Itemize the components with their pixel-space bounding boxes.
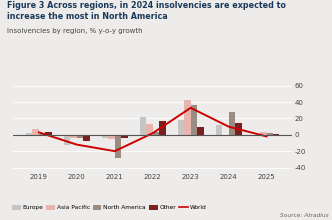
Bar (267, 133, 273, 135)
Bar (121, 135, 128, 138)
Bar (216, 125, 222, 135)
Bar (254, 135, 260, 136)
Bar (45, 132, 52, 135)
Bar (33, 129, 39, 135)
Legend: Europe, Asia Pacific, North America, Other, World: Europe, Asia Pacific, North America, Oth… (10, 203, 208, 213)
Bar (39, 134, 45, 135)
Text: increase the most in North America: increase the most in North America (7, 12, 167, 21)
Bar (140, 117, 146, 135)
Bar (159, 121, 166, 135)
Text: Figure 3 Across regions, in 2024 insolvencies are expected to: Figure 3 Across regions, in 2024 insolve… (7, 1, 286, 10)
Bar (64, 135, 70, 145)
Bar (26, 133, 33, 135)
Bar (191, 104, 197, 135)
Bar (102, 135, 108, 138)
Bar (260, 132, 267, 135)
Bar (108, 135, 115, 139)
Bar (197, 127, 204, 135)
Bar (115, 135, 121, 158)
Bar (222, 135, 229, 136)
Bar (273, 134, 280, 135)
Text: Source: Atradius: Source: Atradius (280, 213, 329, 218)
Bar (77, 135, 83, 138)
Bar (153, 132, 159, 135)
Bar (146, 124, 153, 135)
Bar (70, 135, 77, 138)
Bar (178, 120, 184, 135)
Bar (229, 112, 235, 135)
Bar (235, 123, 242, 135)
Text: Insolvencies by region, % y-o-y growth: Insolvencies by region, % y-o-y growth (7, 28, 142, 33)
Bar (184, 100, 191, 135)
Bar (83, 135, 90, 141)
